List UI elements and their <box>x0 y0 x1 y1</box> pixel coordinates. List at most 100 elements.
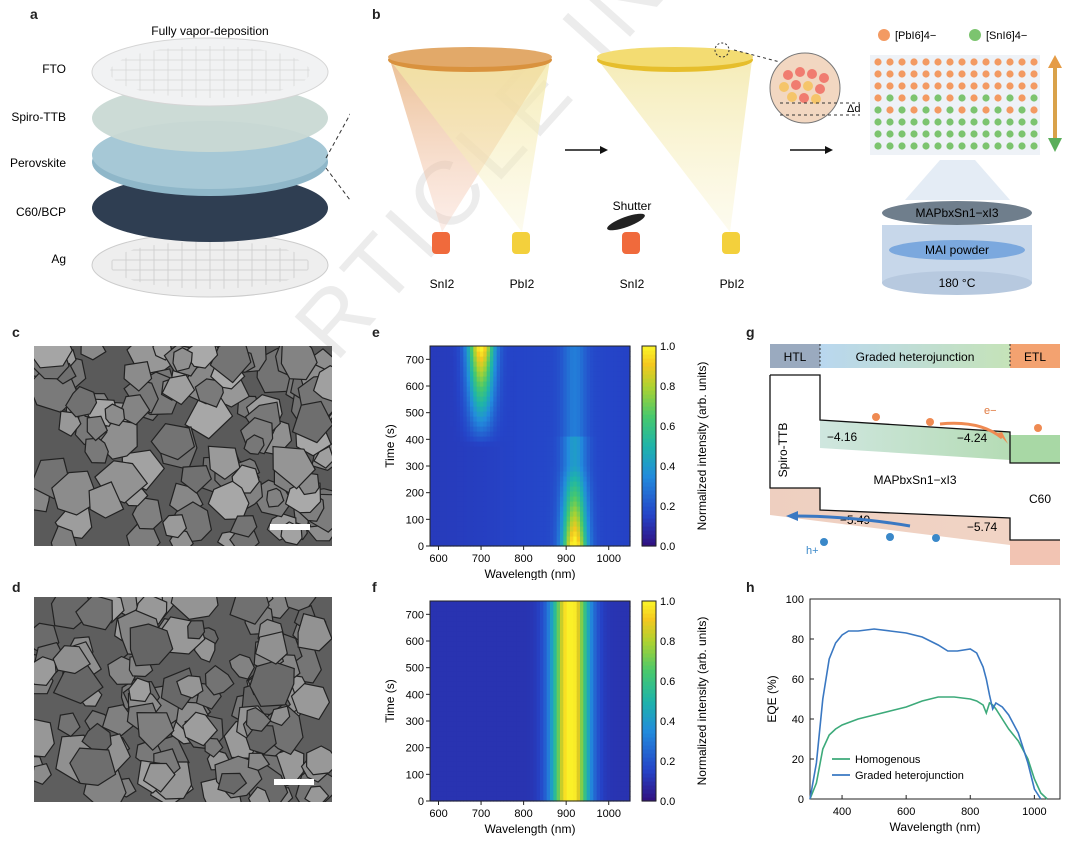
lattice-octahedron <box>982 70 989 77</box>
lattice-octahedron <box>910 70 917 77</box>
sn-legend: [SnI6]4− <box>986 30 1027 42</box>
layer-stack: Fully vapor-deposition FTO Spiro-TTB Per… <box>0 0 350 300</box>
colorbar-cell <box>642 422 656 427</box>
colorbar-cell <box>642 370 656 375</box>
lattice-octahedron <box>958 118 965 125</box>
lattice-octahedron <box>898 130 905 137</box>
lattice-octahedron <box>910 94 917 101</box>
lattice-octahedron <box>1030 142 1037 149</box>
lattice-octahedron <box>1030 58 1037 65</box>
lattice-octahedron <box>958 130 965 137</box>
lattice-octahedron <box>1006 70 1013 77</box>
lattice-octahedron <box>886 70 893 77</box>
colorbar-cell <box>642 346 656 351</box>
x-tick-label: 700 <box>472 553 490 565</box>
lattice-octahedron <box>1006 118 1013 125</box>
lattice-octahedron <box>970 70 977 77</box>
y-tick-label: 100 <box>406 514 424 526</box>
colorbar-cell <box>642 398 656 403</box>
x-tick-label: 800 <box>514 553 532 565</box>
colorbar-cell <box>642 366 656 371</box>
lattice-octahedron <box>922 130 929 137</box>
lattice-octahedron <box>970 58 977 65</box>
lattice-octahedron <box>886 142 893 149</box>
sem-grain <box>307 746 332 775</box>
lattice-octahedron <box>946 142 953 149</box>
lattice-octahedron <box>994 58 1001 65</box>
lattice-octahedron <box>874 94 881 101</box>
scale-bar-c <box>270 524 310 530</box>
y-tick-label: 600 <box>406 381 424 393</box>
lattice-octahedron <box>910 106 917 113</box>
lattice-octahedron <box>898 118 905 125</box>
lattice-octahedron <box>910 142 917 149</box>
colorbar-cell <box>642 534 656 539</box>
panel-label-c: c <box>12 324 20 340</box>
delta-d-label: Δd <box>847 103 860 115</box>
lattice-octahedron <box>982 142 989 149</box>
pbi2-label-2: PbI2 <box>720 277 745 291</box>
colorbar-cell <box>642 430 656 435</box>
x-tick-label: 900 <box>557 553 575 565</box>
y-tick-label: 300 <box>406 461 424 473</box>
colorbar-cell <box>642 410 656 415</box>
panel-d: d <box>0 575 340 810</box>
panel-c: c <box>0 320 340 550</box>
lattice-octahedron <box>922 106 929 113</box>
lattice-octahedron <box>886 106 893 113</box>
panel-label-d: d <box>12 579 21 595</box>
substrate-1-top <box>388 47 552 67</box>
lattice-octahedron <box>910 118 917 125</box>
lattice-octahedron <box>934 118 941 125</box>
lattice-octahedron <box>898 70 905 77</box>
lattice-octahedron <box>898 142 905 149</box>
colorbar-cell <box>642 502 656 507</box>
lattice-octahedron <box>886 82 893 89</box>
lattice-octahedron <box>970 106 977 113</box>
lattice-octahedron <box>886 118 893 125</box>
lattice-octahedron <box>994 118 1001 125</box>
lattice-octahedron <box>982 94 989 101</box>
sem-image-c <box>34 346 332 546</box>
lattice-octahedron <box>922 142 929 149</box>
lattice-octahedron <box>970 94 977 101</box>
sem-grain <box>173 348 192 372</box>
lattice-octahedron <box>970 118 977 125</box>
lattice-octahedron <box>1006 106 1013 113</box>
y-tick-label: 500 <box>406 408 424 420</box>
lattice-octahedron <box>958 70 965 77</box>
lattice-octahedron <box>982 118 989 125</box>
panel-label-e: e <box>372 324 380 340</box>
sem-grain <box>206 666 234 695</box>
lattice-octahedron <box>934 58 941 65</box>
lattice-octahedron <box>874 118 881 125</box>
lattice-octahedron <box>886 94 893 101</box>
colorbar-cell <box>642 518 656 523</box>
colorbar-tick-label: 0.0 <box>660 541 675 553</box>
lattice-octahedron <box>922 70 929 77</box>
lattice-octahedron <box>1018 58 1025 65</box>
lattice-octahedron <box>1018 94 1025 101</box>
sem-grains-c <box>34 346 332 546</box>
y-axis-label: Time (s) <box>383 424 397 468</box>
colorbar-cell <box>642 402 656 407</box>
colorbar-tick-label: 1.0 <box>660 341 675 353</box>
pbi2-crucible-2 <box>722 232 740 254</box>
lattice-octahedron <box>970 82 977 89</box>
lattice-octahedron <box>910 130 917 137</box>
lattice-octahedron <box>1030 82 1037 89</box>
lattice-octahedron <box>922 94 929 101</box>
lattice-octahedron <box>1006 142 1013 149</box>
lattice-octahedron <box>982 58 989 65</box>
colorbar-cell <box>642 390 656 395</box>
panel-label-b: b <box>372 6 381 22</box>
panel-b: b SnI2 PbI2 Shutter SnI2 <box>360 0 1080 300</box>
lattice-octahedron <box>958 142 965 149</box>
sem-grain <box>58 713 80 736</box>
colorbar-cell <box>642 526 656 531</box>
heat-beam <box>905 160 1010 200</box>
pb-legend: [PbI6]4− <box>895 30 936 42</box>
colorbar-cell <box>642 510 656 515</box>
lattice-octahedron <box>994 70 1001 77</box>
